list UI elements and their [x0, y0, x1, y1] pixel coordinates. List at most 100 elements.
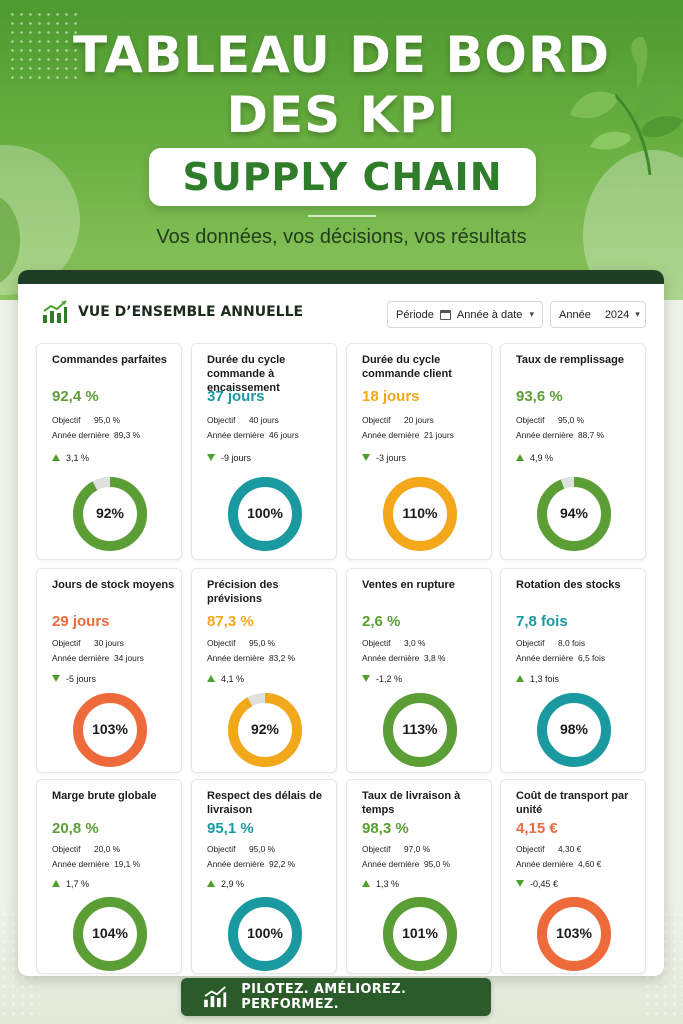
last-year-label: Année dernière — [516, 653, 574, 663]
trend-down-icon — [207, 454, 215, 461]
progress-ring — [73, 477, 147, 551]
progress-ring — [73, 897, 147, 971]
period-value: Année à date — [456, 308, 523, 321]
progress-ring-fill — [228, 693, 302, 767]
chevron-down-icon: ▾ — [529, 309, 534, 319]
kpi-title: Ventes en rupture — [362, 579, 455, 591]
last-year-label: Année dernière — [207, 653, 265, 663]
leaves-icon — [570, 36, 683, 175]
kpi-objective-row: Objectif 95,0 % — [207, 844, 275, 854]
dashboard-panel: VUE D’ENSEMBLE ANNUELLE Période Année à … — [18, 270, 664, 976]
objective-value: 3,0 % — [404, 638, 426, 648]
kpi-objective-row: Objectif 8,0 fois — [516, 638, 585, 648]
kpi-title: Jours de stock moyens — [52, 579, 175, 591]
kpi-objective-row: Objectif 20,0 % — [52, 844, 120, 854]
objective-label: Objectif — [52, 638, 81, 648]
last-year-label: Année dernière — [207, 859, 265, 869]
progress-percent: 103% — [556, 925, 592, 941]
kpi-objective-row: Objectif 20 jours — [362, 415, 434, 425]
kpi-delta: 4,9 % — [516, 453, 553, 463]
trend-up-icon — [516, 675, 524, 682]
kpi-card: Coût de transport par unité 4,15 € Objecti… — [500, 779, 646, 974]
objective-label: Objectif — [516, 415, 545, 425]
last-year-value: 92,2 % — [269, 859, 296, 869]
kpi-value: 92,4 % — [52, 388, 99, 405]
kpi-card: Commandes parfaites 92,4 % Objectif 95,0 % A… — [36, 343, 182, 560]
progress-percent: 110% — [402, 505, 438, 521]
progress-ring-fill — [228, 897, 302, 971]
footer-text: PILOTEZ. AMÉLIOREZ. PERFORMEZ. — [241, 982, 407, 1012]
trend-up-icon — [207, 675, 215, 682]
progress-ring-fill — [537, 897, 611, 971]
kpi-objective-row: Objectif 40 jours — [207, 415, 279, 425]
objective-value: 20 jours — [404, 415, 434, 425]
last-year-value: 46 jours — [269, 430, 299, 440]
last-year-label: Année dernière — [362, 653, 420, 663]
kpi-value: 29 jours — [52, 613, 110, 630]
divider — [308, 215, 376, 217]
kpi-last-year-row: Année dernière 19,1 % — [52, 859, 140, 869]
kpi-title: Taux de remplissage — [516, 354, 625, 366]
progress-percent: 92% — [95, 505, 125, 521]
kpi-title: Respect des délais de livraison — [207, 790, 322, 816]
year-dropdown[interactable]: Année 2024 ▾ — [550, 301, 646, 328]
kpi-delta: 1,7 % — [52, 879, 89, 889]
progress-ring-fill — [228, 477, 302, 551]
last-year-value: 83,2 % — [269, 653, 296, 663]
progress-ring-fill — [383, 477, 457, 551]
kpi-value: 95,1 % — [207, 820, 254, 837]
objective-value: 95,0 % — [94, 415, 121, 425]
progress-ring-fill — [73, 477, 147, 551]
last-year-value: 88,7 % — [578, 430, 605, 440]
kpi-last-year-row: Année dernière 83,2 % — [207, 653, 295, 663]
trend-down-icon — [362, 454, 370, 461]
objective-label: Objectif — [52, 415, 81, 425]
progress-percent: 103% — [92, 721, 128, 737]
delta-value: 1,3 % — [376, 879, 400, 889]
kpi-title: Durée du cycle commande client — [362, 354, 452, 380]
bar-chart-growth-icon — [43, 300, 67, 323]
kpi-value: 4,15 € — [516, 820, 558, 837]
trend-up-icon — [52, 880, 60, 887]
objective-value: 95,0 % — [249, 844, 276, 854]
kpi-card: Taux de livraison à temps 98,3 % Objectif 9… — [346, 779, 492, 974]
objective-value: 40 jours — [249, 415, 279, 425]
footer-banner: PILOTEZ. AMÉLIOREZ. PERFORMEZ. — [181, 978, 491, 1016]
kpi-card: Rotation des stocks 7,8 fois Objectif 8,0 f… — [500, 568, 646, 773]
kpi-delta: 1,3 fois — [516, 674, 559, 684]
period-dropdown[interactable]: Période Année à date ▾ — [387, 301, 543, 328]
progress-ring-fill — [537, 693, 611, 767]
last-year-label: Année dernière — [516, 430, 574, 440]
kpi-last-year-row: Année dernière 34 jours — [52, 653, 144, 663]
kpi-card: Marge brute globale 20,8 % Objectif 20,0 % A… — [36, 779, 182, 974]
last-year-value: 19,1 % — [114, 859, 141, 869]
progress-ring — [537, 477, 611, 551]
kpi-value: 87,3 % — [207, 613, 254, 630]
kpi-card: Ventes en rupture 2,6 % Objectif 3,0 % Année… — [346, 568, 492, 773]
objective-label: Objectif — [362, 415, 391, 425]
objective-value: 97,0 % — [404, 844, 431, 854]
objective-value: 8,0 fois — [558, 638, 586, 648]
kpi-title: Taux de livraison à temps — [362, 790, 461, 816]
progress-percent: 92% — [250, 721, 280, 737]
kpi-objective-row: Objectif 95,0 % — [207, 638, 275, 648]
progress-ring — [228, 897, 302, 971]
last-year-value: 34 jours — [114, 653, 144, 663]
kpi-delta: -9 jours — [207, 453, 251, 463]
overview-title: VUE D’ENSEMBLE ANNUELLE — [78, 304, 304, 320]
kpi-title: Durée du cycle commande à encaissement — [207, 354, 286, 394]
kpi-delta: -1,2 % — [362, 674, 402, 684]
progress-percent: 101% — [402, 925, 438, 941]
kpi-last-year-row: Année dernière 92,2 % — [207, 859, 295, 869]
delta-value: 1,3 fois — [530, 674, 560, 684]
objective-label: Objectif — [207, 415, 236, 425]
objective-value: 95,0 % — [249, 638, 276, 648]
delta-value: 4,1 % — [221, 674, 245, 684]
progress-ring — [228, 477, 302, 551]
progress-ring — [383, 693, 457, 767]
delta-value: 4,9 % — [530, 453, 554, 463]
last-year-value: 6,5 fois — [578, 653, 606, 663]
kpi-card: Durée du cycle commande à encaissement 37… — [191, 343, 337, 560]
objective-value: 30 jours — [94, 638, 124, 648]
kpi-card: Jours de stock moyens 29 jours Objectif 30 … — [36, 568, 182, 773]
